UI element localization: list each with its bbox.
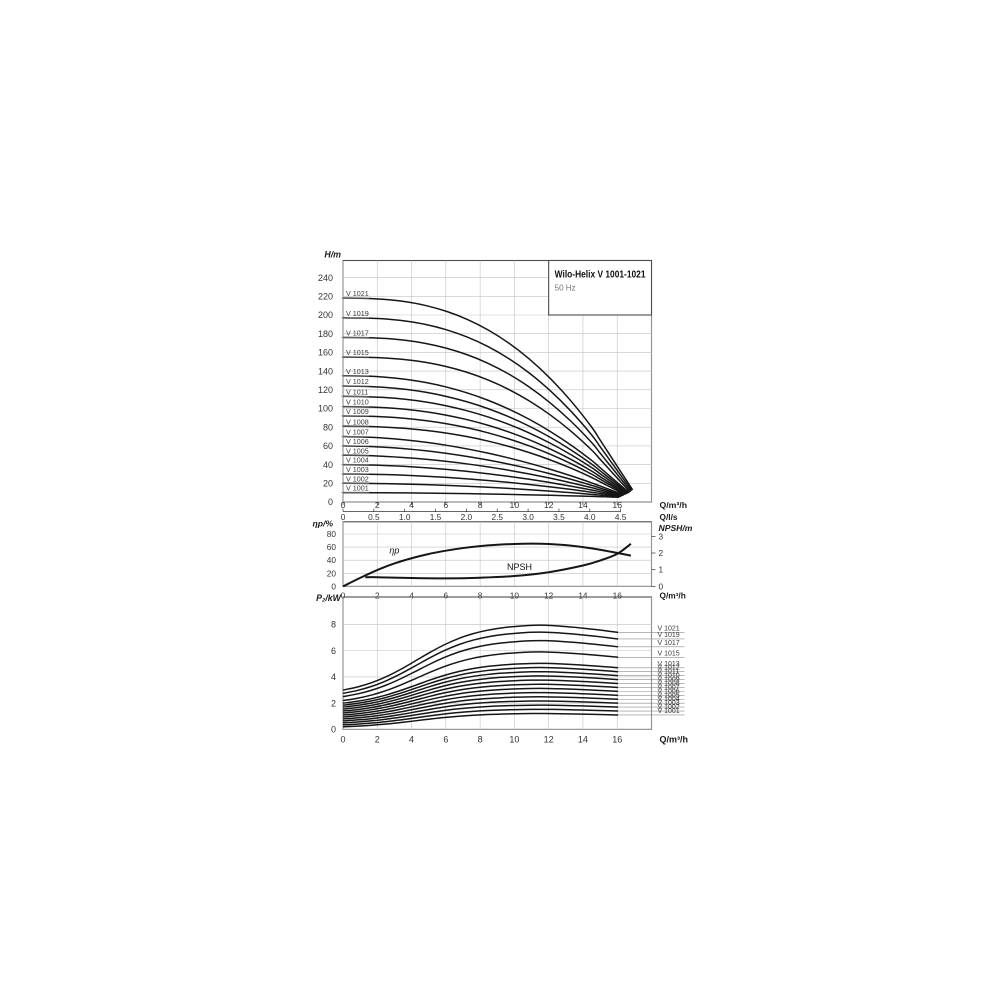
svg-text:V 1013: V 1013 [346, 367, 369, 376]
svg-text:Q/m³/h: Q/m³/h [660, 500, 688, 510]
svg-text:2: 2 [331, 698, 336, 708]
svg-text:40: 40 [323, 460, 333, 470]
svg-text:4: 4 [409, 500, 414, 510]
svg-text:1.0: 1.0 [399, 512, 411, 522]
svg-text:V 1017: V 1017 [346, 328, 369, 337]
svg-text:240: 240 [318, 273, 333, 283]
svg-text:60: 60 [323, 441, 333, 451]
svg-text:4.0: 4.0 [584, 512, 596, 522]
svg-text:0.5: 0.5 [368, 512, 380, 522]
svg-text:120: 120 [318, 385, 333, 395]
svg-text:V 1019: V 1019 [658, 632, 680, 639]
svg-text:100: 100 [318, 404, 333, 414]
svg-text:0: 0 [341, 512, 346, 522]
svg-text:6: 6 [443, 500, 448, 510]
svg-text:0: 0 [331, 725, 336, 735]
svg-text:V 1011: V 1011 [346, 387, 368, 396]
svg-text:2: 2 [659, 548, 664, 558]
svg-text:V 1019: V 1019 [346, 309, 369, 318]
svg-text:V 1009: V 1009 [346, 407, 369, 416]
svg-text:8: 8 [478, 500, 483, 510]
svg-text:Q/m³/h: Q/m³/h [660, 734, 689, 744]
svg-text:220: 220 [318, 292, 333, 302]
svg-text:V 1007: V 1007 [346, 428, 369, 437]
svg-text:8: 8 [478, 734, 483, 744]
svg-text:Wilo-Helix V 1001-1021: Wilo-Helix V 1001-1021 [555, 270, 646, 281]
svg-text:14: 14 [578, 734, 588, 744]
svg-text:20: 20 [323, 479, 333, 489]
svg-text:Q/l/s: Q/l/s [660, 512, 678, 522]
svg-text:V 1017: V 1017 [658, 640, 680, 647]
svg-text:20: 20 [327, 568, 337, 578]
svg-text:3.5: 3.5 [553, 512, 565, 522]
svg-text:0: 0 [659, 581, 664, 591]
svg-text:1.5: 1.5 [430, 512, 442, 522]
svg-text:V 1010: V 1010 [346, 398, 369, 407]
svg-text:ηp/%: ηp/% [312, 518, 333, 528]
svg-text:4: 4 [409, 734, 414, 744]
svg-text:160: 160 [318, 348, 333, 358]
svg-text:14: 14 [578, 500, 588, 510]
svg-text:10: 10 [509, 734, 519, 744]
svg-text:V 1006: V 1006 [346, 437, 369, 446]
svg-text:0: 0 [331, 581, 336, 591]
svg-text:12: 12 [544, 734, 554, 744]
svg-text:NPSH/m: NPSH/m [659, 523, 693, 533]
svg-text:2.5: 2.5 [491, 512, 503, 522]
svg-text:6: 6 [443, 734, 448, 744]
svg-text:3: 3 [659, 531, 664, 541]
svg-text:4: 4 [331, 672, 336, 682]
svg-text:0: 0 [340, 734, 345, 744]
svg-text:8: 8 [331, 620, 336, 630]
svg-text:0: 0 [328, 497, 333, 507]
svg-text:3.0: 3.0 [522, 512, 534, 522]
svg-text:16: 16 [612, 500, 622, 510]
svg-text:0: 0 [341, 500, 346, 510]
svg-text:2: 2 [375, 734, 380, 744]
svg-text:16: 16 [612, 734, 622, 744]
svg-text:H/m: H/m [324, 250, 341, 260]
svg-text:60: 60 [327, 542, 337, 552]
svg-text:40: 40 [327, 555, 337, 565]
svg-text:V 1021: V 1021 [346, 289, 369, 298]
svg-text:ηp: ηp [389, 546, 399, 556]
svg-text:12: 12 [544, 500, 554, 510]
svg-text:6: 6 [331, 646, 336, 656]
svg-text:2: 2 [375, 500, 380, 510]
svg-text:V 1008: V 1008 [346, 417, 369, 426]
svg-text:V 1001: V 1001 [658, 708, 680, 715]
svg-text:V 1004: V 1004 [346, 456, 369, 465]
svg-text:V 1015: V 1015 [346, 348, 369, 357]
svg-text:200: 200 [318, 310, 333, 320]
svg-text:V 1001: V 1001 [346, 484, 369, 493]
svg-text:V 1002: V 1002 [346, 474, 369, 483]
svg-text:NPSH: NPSH [507, 562, 532, 572]
svg-text:10: 10 [510, 500, 520, 510]
svg-text:V 1005: V 1005 [346, 446, 369, 455]
svg-text:140: 140 [318, 366, 333, 376]
svg-text:V 1015: V 1015 [658, 650, 680, 657]
svg-text:Q/m³/h: Q/m³/h [660, 590, 686, 600]
svg-text:P₂/kW: P₂/kW [316, 593, 342, 603]
svg-text:80: 80 [327, 529, 337, 539]
svg-text:V 1012: V 1012 [346, 377, 369, 386]
svg-text:V 1003: V 1003 [346, 465, 369, 474]
svg-text:2.0: 2.0 [461, 512, 473, 522]
svg-text:50 Hz: 50 Hz [555, 284, 576, 293]
svg-text:180: 180 [318, 329, 333, 339]
svg-text:1: 1 [659, 565, 664, 575]
svg-text:80: 80 [323, 422, 333, 432]
svg-text:4.5: 4.5 [615, 512, 627, 522]
